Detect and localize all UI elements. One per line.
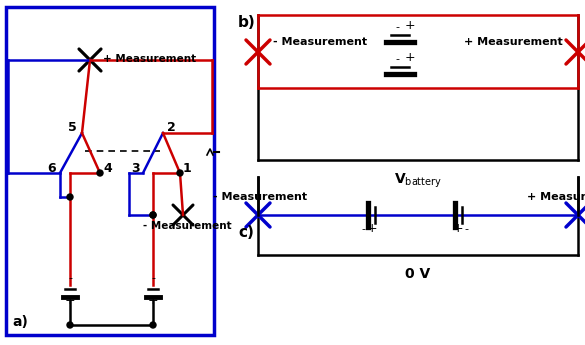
Text: + Measurement: + Measurement <box>464 37 563 47</box>
Circle shape <box>97 170 103 176</box>
Text: b): b) <box>238 15 256 30</box>
Text: + Measurement: + Measurement <box>103 54 196 64</box>
Text: +: + <box>453 222 463 235</box>
Text: 5: 5 <box>68 121 77 134</box>
Text: 3: 3 <box>131 162 140 175</box>
Circle shape <box>177 170 183 176</box>
Text: - Measurement: - Measurement <box>213 192 307 202</box>
Text: + Measurement: + Measurement <box>526 192 585 202</box>
Text: -: - <box>361 224 365 234</box>
Text: 6: 6 <box>47 162 56 175</box>
Text: -: - <box>68 273 72 283</box>
Text: c): c) <box>238 225 254 240</box>
Circle shape <box>150 212 156 218</box>
Bar <box>6 7 214 335</box>
Circle shape <box>67 322 73 328</box>
Text: - Measurement: - Measurement <box>143 221 231 231</box>
Text: 2: 2 <box>167 121 176 134</box>
Circle shape <box>67 194 73 200</box>
Text: a): a) <box>12 315 28 329</box>
Text: +: + <box>147 294 159 307</box>
Circle shape <box>150 212 156 218</box>
Text: +: + <box>405 51 415 64</box>
Text: -: - <box>151 273 155 283</box>
Text: V$_{\mathsf{battery}}$: V$_{\mathsf{battery}}$ <box>394 172 442 190</box>
Text: +: + <box>65 294 75 307</box>
Text: +: + <box>367 222 377 235</box>
Text: 4: 4 <box>103 162 112 175</box>
Text: 1: 1 <box>183 162 192 175</box>
Text: -: - <box>464 224 468 234</box>
Text: - Measurement: - Measurement <box>273 37 367 47</box>
Circle shape <box>150 322 156 328</box>
Text: -: - <box>395 22 399 32</box>
Text: 0 V: 0 V <box>405 267 431 281</box>
Text: -: - <box>395 54 399 64</box>
Text: +: + <box>405 19 415 32</box>
